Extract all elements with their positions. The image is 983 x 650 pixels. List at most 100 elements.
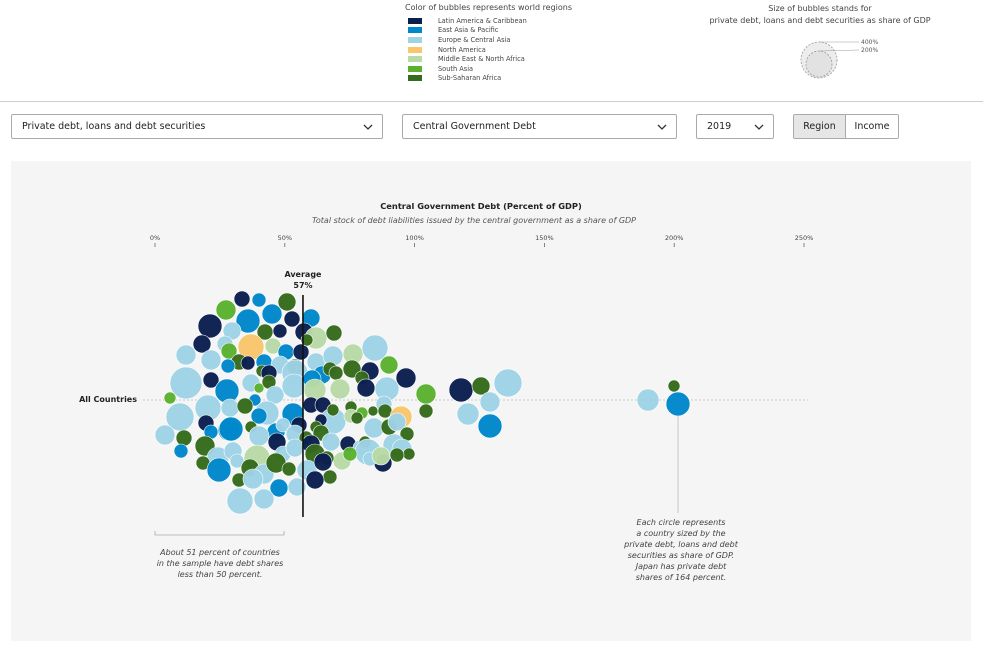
country-bubble	[242, 468, 264, 490]
x-tick-label: 100%	[405, 234, 424, 242]
country-bubble	[493, 368, 523, 398]
country-bubble	[665, 391, 691, 417]
legend-label: Middle East & North Africa	[438, 55, 525, 64]
country-bubble	[202, 371, 220, 389]
country-bubble	[328, 365, 344, 381]
chart-panel: Central Government Debt (Percent of GDP)…	[11, 161, 971, 641]
right-annotation-line: shares of 164 percent.	[636, 573, 727, 582]
legend-swatch	[408, 56, 422, 63]
left-annotation-line: less than 50 percent.	[178, 570, 263, 579]
country-bubble	[415, 383, 437, 405]
right-annotation-line: a country sized by the	[636, 529, 725, 538]
legend-item: Sub-Saharan Africa	[408, 74, 527, 84]
legend-swatch	[408, 36, 422, 43]
legend-label: Latin America & Caribbean	[438, 16, 527, 25]
toggle-income-button[interactable]: Income	[846, 115, 898, 138]
country-bubble	[283, 310, 301, 328]
country-bubble	[418, 403, 434, 419]
legend-item: Latin America & Caribbean	[408, 16, 527, 26]
measure-dropdown-value: Central Government Debt	[413, 121, 536, 132]
country-bubble	[395, 367, 417, 389]
year-dropdown-value: 2019	[707, 121, 732, 132]
size-legend-circles: 400% 200%	[800, 39, 878, 79]
country-bubble	[350, 411, 364, 425]
x-tick-label: 50%	[278, 234, 292, 242]
country-bubble	[471, 376, 491, 396]
country-bubble	[389, 447, 405, 463]
country-bubble	[325, 324, 343, 342]
right-annotation-line: Japan has private debt	[634, 562, 727, 571]
country-bubble	[169, 366, 203, 400]
country-bubble	[233, 290, 251, 308]
country-bubble	[285, 438, 305, 458]
size-label-200: 200%	[861, 47, 878, 54]
size-circle-200	[805, 50, 833, 78]
country-bubble	[329, 378, 351, 400]
country-bubble	[272, 323, 288, 339]
indicator-dropdown-value: Private debt, loans and debt securities	[22, 121, 206, 132]
beeswarm-chart: Central Government Debt (Percent of GDP)…	[79, 201, 814, 582]
x-tick-label: 0%	[150, 234, 160, 242]
country-bubble	[173, 443, 189, 459]
year-dropdown[interactable]: 2019	[696, 114, 774, 139]
country-bubble	[292, 343, 310, 361]
toggle-region-button[interactable]: Region	[794, 115, 846, 138]
country-bubble	[456, 402, 480, 426]
country-bubble	[154, 424, 176, 446]
legend-item: South Asia	[408, 64, 527, 74]
country-bubble	[261, 303, 283, 325]
country-bubble	[220, 358, 236, 374]
country-bubble	[235, 308, 261, 334]
country-bubble	[218, 416, 244, 442]
country-bubble	[200, 349, 222, 371]
legend-label: North America	[438, 45, 486, 54]
country-bubble	[305, 470, 325, 490]
country-bubble	[253, 488, 275, 510]
left-bracket	[154, 531, 285, 536]
chart-title: Central Government Debt (Percent of GDP)	[380, 201, 582, 211]
indicator-dropdown[interactable]: Private debt, loans and debt securities	[11, 114, 383, 139]
country-bubble	[387, 412, 407, 432]
legend-swatch	[408, 27, 422, 34]
chart-subtitle: Total stock of debt liabilities issued b…	[312, 216, 636, 225]
country-bubble	[667, 379, 681, 393]
measure-dropdown[interactable]: Central Government Debt	[402, 114, 677, 139]
country-bubble	[300, 333, 314, 347]
country-bubble	[287, 477, 307, 497]
size-label-400: 400%	[861, 39, 878, 46]
country-bubble	[163, 391, 177, 405]
country-bubble	[251, 292, 267, 308]
country-bubble	[477, 413, 503, 439]
country-bubble	[322, 469, 338, 485]
country-bubble	[236, 397, 254, 415]
country-bubble	[220, 398, 240, 418]
average-value: 57%	[293, 281, 312, 290]
legend-item: East Asia & Pacific	[408, 26, 527, 36]
country-bubble	[240, 355, 256, 371]
legend-swatch	[408, 65, 422, 72]
region-legend-title: Color of bubbles represents world region…	[405, 3, 573, 12]
right-annotation-line: Each circle represents	[637, 518, 726, 527]
right-annotation-line: securities as share of GDP.	[628, 551, 734, 560]
country-bubble	[402, 447, 416, 461]
x-tick-label: 250%	[795, 234, 814, 242]
left-annotation-line: About 51 percent of countries	[159, 548, 280, 557]
country-bubble	[281, 461, 297, 477]
legend-item: Middle East & North Africa	[408, 54, 527, 64]
country-bubble	[313, 452, 333, 472]
legend-label: Sub-Saharan Africa	[438, 74, 502, 83]
size-leader-200	[818, 49, 860, 52]
right-annotation-line: private debt, loans and debt	[623, 540, 739, 549]
country-bubble	[175, 344, 197, 366]
size-legend-title-line2: private debt, loans and debt securities …	[709, 16, 931, 25]
x-tick-label: 200%	[665, 234, 684, 242]
header-divider	[0, 101, 983, 102]
country-bubble	[253, 382, 265, 394]
legend-swatch	[408, 75, 422, 82]
country-bubble	[479, 391, 501, 413]
group-toggle: Region Income	[793, 114, 899, 139]
country-bubble	[250, 407, 268, 425]
legend-swatch	[408, 17, 422, 24]
country-bubble	[277, 292, 297, 312]
